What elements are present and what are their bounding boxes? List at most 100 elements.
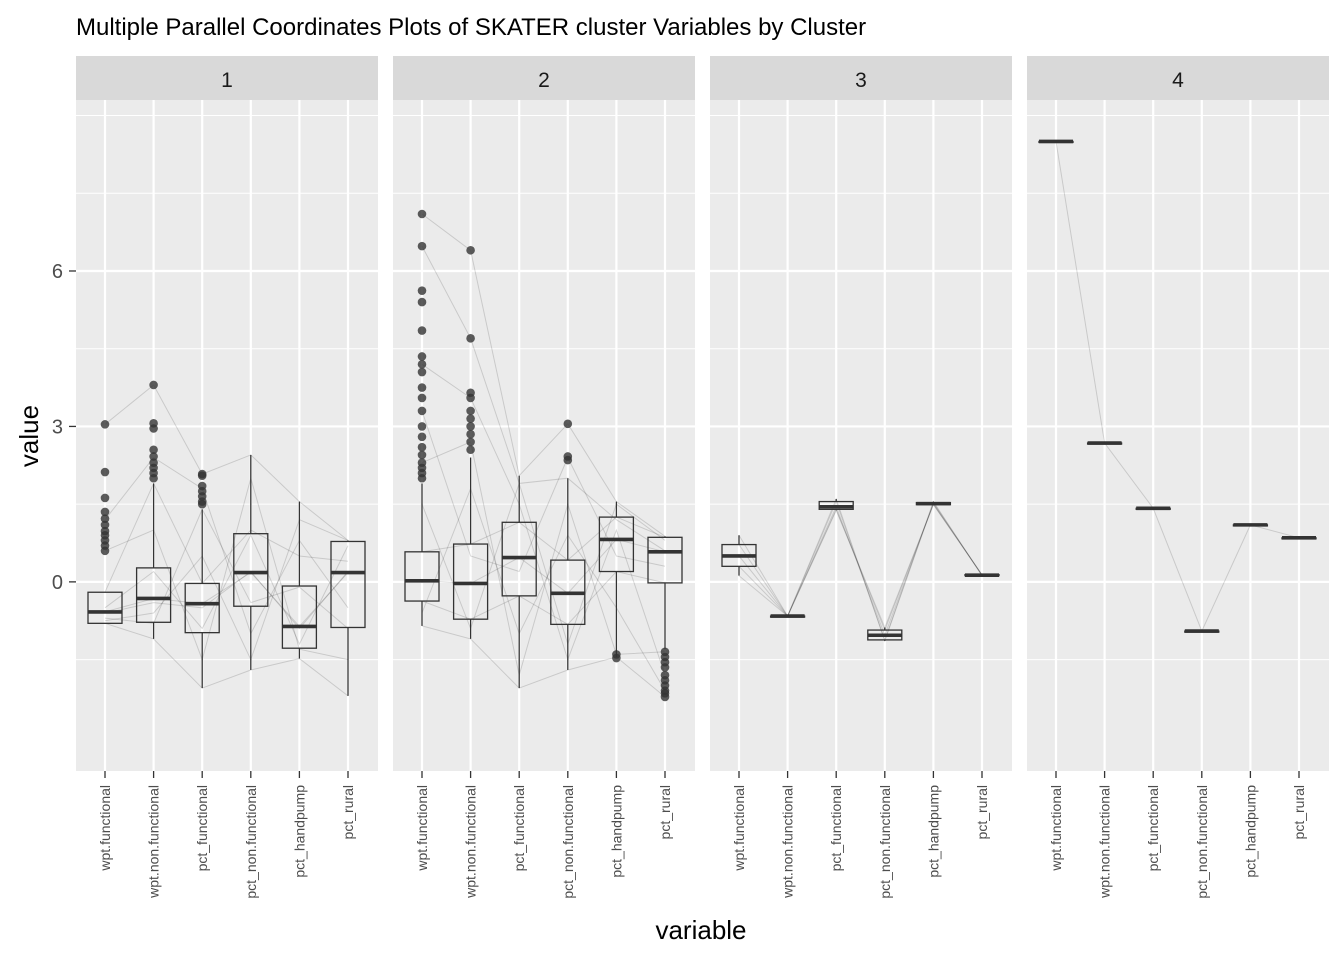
facet-panel-4: 4 wpt.functional wpt.non.functional pct_fun…: [1027, 56, 1329, 899]
boxplot: [87, 420, 123, 624]
boxplot: [184, 469, 220, 689]
x-tick-label: pct_rural: [974, 785, 990, 839]
parallel-line: [421, 487, 666, 691]
parallel-line: [421, 245, 666, 552]
outlier-point: [466, 437, 475, 447]
parallel-line: [104, 571, 349, 628]
boxplot: [867, 627, 903, 641]
outlier-point: [197, 471, 207, 480]
outlier-point: [100, 520, 110, 530]
outlier-point: [417, 473, 427, 483]
boxplot: [769, 614, 806, 618]
boxplot: [501, 475, 537, 689]
outlier-point: [417, 241, 427, 251]
x-tick-label: pct_handpump: [608, 785, 624, 878]
boxplot: [330, 540, 366, 696]
facet-strip-label: 1: [221, 69, 233, 92]
x-tick-label: pct_rural: [657, 785, 673, 839]
parallel-line: [104, 482, 349, 593]
outlier-point: [466, 393, 475, 403]
outlier-point: [417, 442, 427, 452]
facet-panel-3: 3 wpt.functional wpt.non.functional pct_fun…: [710, 56, 1012, 899]
parallel-line: [738, 503, 983, 629]
panel-background: [393, 100, 695, 771]
parallel-line: [104, 456, 349, 635]
outlier-point: [417, 359, 427, 369]
x-tick-label: pct_non.functional: [1194, 785, 1210, 899]
box-iqr: [330, 540, 366, 629]
x-tick-label: pct_non.functional: [243, 785, 259, 899]
outlier-point: [417, 422, 427, 431]
outlier-point: [149, 380, 158, 390]
y-axis: 0 3 6: [52, 261, 76, 594]
facet-strip-label: 4: [1172, 69, 1184, 92]
x-axis-title: variable: [655, 915, 746, 945]
facet-strip: [710, 56, 1012, 100]
y-axis-title: value: [14, 405, 44, 467]
x-tick-label: wpt.functional: [731, 785, 747, 872]
outlier-point: [563, 419, 573, 429]
x-tick-label: wpt.non.functional: [1097, 785, 1113, 899]
outlier-point: [466, 245, 475, 255]
boxplot: [233, 454, 269, 670]
box-iqr: [404, 551, 440, 602]
facet-panel-2: 2 wpt.functional wpt.non.functional pct_fun…: [393, 56, 695, 899]
outlier-point: [417, 297, 427, 307]
parallel-line: [421, 481, 666, 646]
x-tick-label: pct_non.functional: [877, 785, 893, 899]
panel-background: [1027, 100, 1329, 771]
x-tick-label: wpt.functional: [1048, 785, 1064, 872]
y-tick-label: 0: [52, 572, 63, 594]
parallel-line: [738, 497, 983, 643]
boxplot: [404, 209, 440, 626]
facet-strip: [76, 56, 378, 100]
box-iqr: [184, 582, 220, 634]
boxplot: [647, 536, 683, 702]
parallel-line: [738, 500, 983, 642]
x-tick-label: wpt.non.functional: [463, 785, 479, 899]
outlier-point: [466, 422, 475, 431]
facet-strip: [1027, 56, 1329, 100]
x-tick-label: pct_functional: [1145, 785, 1161, 871]
box-iqr: [281, 585, 318, 649]
parallel-line: [738, 502, 983, 637]
facet-strip: [393, 56, 695, 100]
outlier-point: [417, 209, 427, 219]
x-tick-label: pct_functional: [511, 785, 527, 871]
outlier-point: [417, 383, 427, 392]
outlier-point: [466, 429, 475, 439]
outlier-point: [417, 432, 427, 442]
boxplot: [1232, 523, 1269, 527]
parallel-line: [104, 622, 349, 697]
outlier-point: [466, 445, 475, 455]
outlier-point: [417, 352, 427, 361]
outlier-point: [612, 653, 621, 663]
outlier-point: [100, 514, 110, 523]
boxplot: [1184, 629, 1220, 633]
outlier-point: [563, 455, 573, 465]
x-tick-label: wpt.functional: [414, 785, 430, 872]
x-tick-label: pct_rural: [1291, 785, 1307, 839]
parallel-line: [738, 503, 983, 632]
boxplot: [1086, 441, 1123, 445]
box-iqr: [647, 536, 683, 584]
x-tick-label: wpt.functional: [97, 785, 113, 872]
boxplot: [964, 573, 1000, 577]
boxplot: [452, 245, 489, 639]
x-tick-label: wpt.non.functional: [780, 785, 796, 899]
panel-background: [76, 100, 378, 771]
parallel-line: [421, 441, 666, 676]
outlier-point: [466, 414, 475, 423]
outlier-point: [197, 499, 207, 509]
box-iqr: [598, 516, 635, 573]
panel-background: [710, 100, 1012, 771]
outlier-point: [417, 393, 427, 403]
parallel-line: [1055, 141, 1300, 633]
parallel-line: [421, 410, 666, 573]
parallel-line: [421, 213, 666, 537]
boxplot: [818, 498, 854, 511]
outlier-point: [100, 507, 110, 517]
boxplot: [1038, 139, 1074, 144]
parallel-line: [104, 570, 349, 630]
